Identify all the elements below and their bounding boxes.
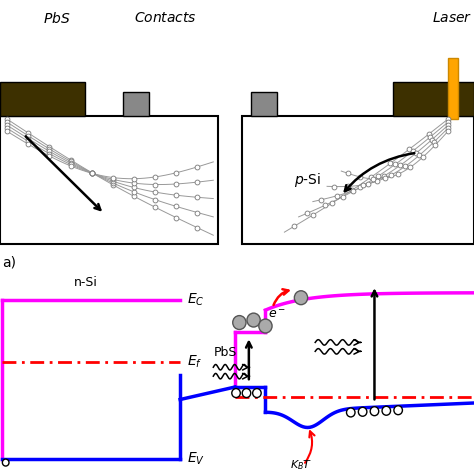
Circle shape [232,389,240,398]
Circle shape [233,316,246,329]
Text: PbS: PbS [213,346,237,359]
Text: $E_f$: $E_f$ [187,354,203,371]
Circle shape [2,459,9,466]
FancyBboxPatch shape [123,91,149,116]
Text: $\mathit{Laser}$: $\mathit{Laser}$ [432,11,473,25]
Circle shape [242,389,251,398]
Text: $\mathit{Contacts}$: $\mathit{Contacts}$ [135,11,197,25]
Text: $\mathit{PbS}$: $\mathit{PbS}$ [43,11,71,26]
Text: $E_C$: $E_C$ [187,292,205,309]
FancyBboxPatch shape [251,91,277,116]
FancyBboxPatch shape [448,58,458,119]
Text: $K_BT$: $K_BT$ [290,458,312,472]
Circle shape [253,389,261,398]
Circle shape [394,406,402,415]
FancyBboxPatch shape [0,116,218,245]
Text: a): a) [2,255,17,270]
Circle shape [382,406,391,415]
FancyBboxPatch shape [242,116,474,245]
Circle shape [346,408,355,417]
Circle shape [259,319,272,333]
Circle shape [358,407,367,416]
FancyBboxPatch shape [393,82,474,116]
Text: $E_V$: $E_V$ [187,451,205,467]
Circle shape [294,291,308,305]
Text: n-Si: n-Si [73,276,97,289]
Circle shape [370,407,379,416]
Circle shape [247,313,260,327]
Text: $e^-$: $e^-$ [268,308,286,320]
FancyBboxPatch shape [0,82,85,116]
Text: $\mathit{p}$-Si: $\mathit{p}$-Si [294,171,322,189]
